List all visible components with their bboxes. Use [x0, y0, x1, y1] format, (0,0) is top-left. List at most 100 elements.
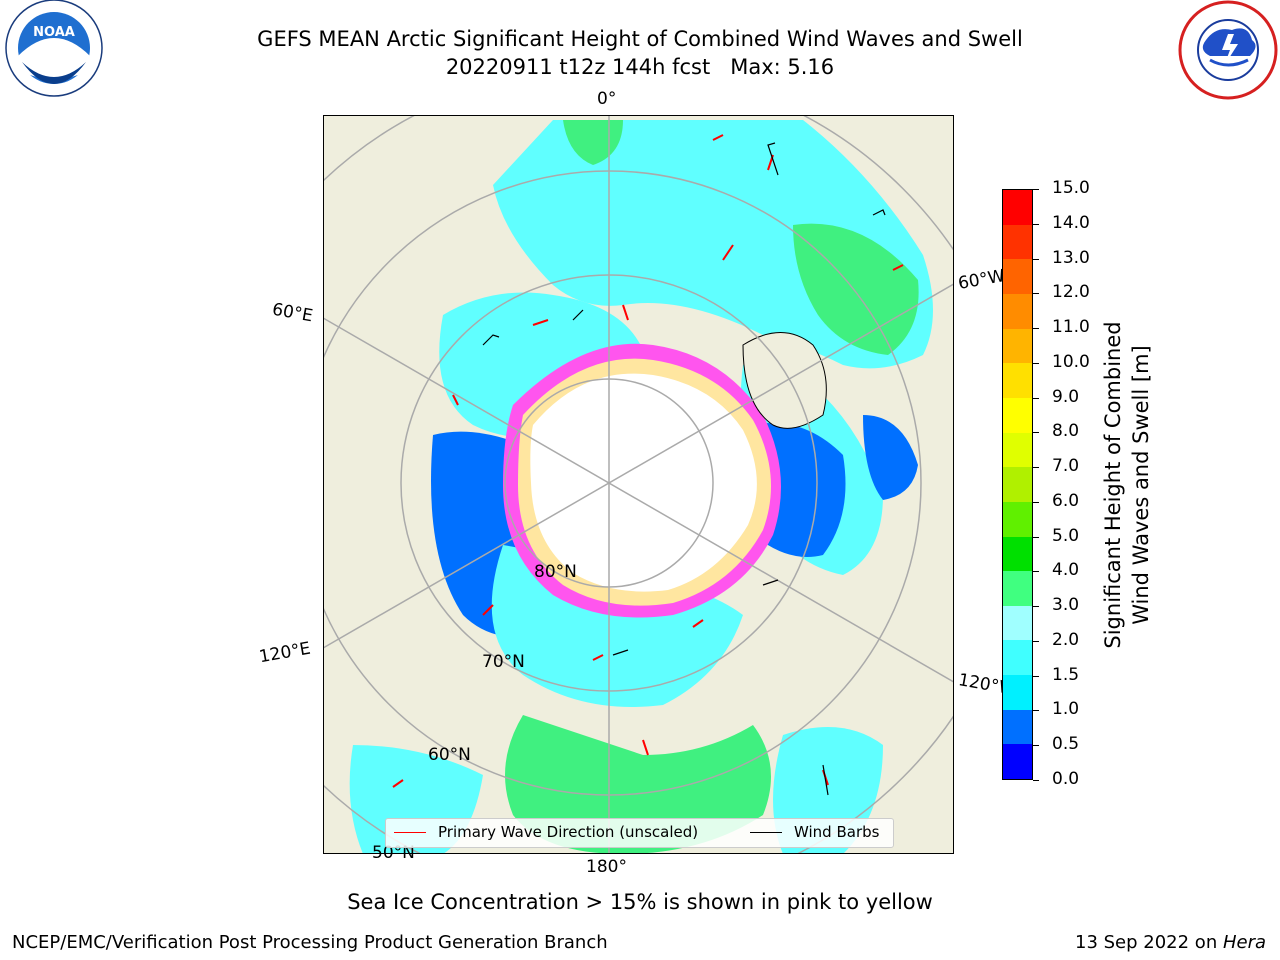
wind-barb: [762, 579, 779, 586]
lon-label-180: 180°: [586, 857, 627, 877]
colorbar-tick-mark: [1033, 571, 1039, 573]
wave-arrow: [392, 779, 404, 788]
footer-branch: NCEP/EMC/Verification Post Processing Pr…: [12, 932, 608, 953]
legend-wave-line: [394, 832, 426, 833]
colorbar-segment: [1003, 432, 1032, 468]
colorbar-tick-mark: [1033, 223, 1039, 225]
wave-arrow: [722, 244, 734, 261]
colorbar-segment: [1003, 605, 1032, 641]
colorbar-segment: [1003, 224, 1032, 260]
colorbar-tick-label: 3.0: [1052, 595, 1080, 616]
wave-arrow: [592, 654, 604, 661]
noaa-logo-text: NOAA: [33, 25, 75, 40]
map-legend: Primary Wave Direction (unscaled) Wind B…: [385, 818, 894, 848]
wave-arrow: [482, 604, 494, 616]
colorbar-label: Significant Height of Combined Wind Wave…: [1099, 275, 1159, 695]
colorbar-tick-mark: [1033, 189, 1039, 190]
colorbar-tick-mark: [1033, 293, 1039, 295]
wave-arrow: [622, 304, 629, 321]
lat-label-60n: 60°N: [428, 745, 471, 765]
footer-date: 13 Sep 2022 on Hera: [1075, 932, 1266, 953]
wind-barb: [572, 309, 584, 321]
colorbar-segment: [1003, 744, 1032, 779]
wave-arrow: [642, 739, 649, 756]
legend-wind-label: Wind Barbs: [794, 823, 880, 841]
nws-logo: [1176, 0, 1280, 104]
colorbar-segment: [1003, 259, 1032, 295]
colorbar-tick-mark: [1033, 432, 1039, 434]
colorbar-tick-mark: [1033, 501, 1039, 503]
colorbar-segment: [1003, 363, 1032, 398]
map-frame: [323, 115, 954, 854]
colorbar-segment: [1003, 536, 1032, 572]
colorbar-tick-label: 6.0: [1052, 490, 1080, 511]
colorbar-tick-mark: [1033, 536, 1039, 538]
colorbar-tick-mark: [1033, 606, 1039, 608]
colorbar-tick-mark: [1033, 675, 1039, 677]
colorbar-segment: [1003, 709, 1032, 745]
colorbar-tick-mark: [1033, 397, 1039, 399]
wind-barb: [822, 764, 829, 796]
colorbar-segment: [1003, 571, 1032, 606]
lon-label-0: 0°: [597, 89, 617, 109]
wave-arrow: [452, 394, 459, 406]
wind-barb: [612, 649, 629, 656]
lon-label-120e: 120°E: [257, 638, 313, 668]
wind-barb: [872, 209, 886, 216]
colorbar-tick-mark: [1033, 745, 1039, 747]
wave-arrow: [692, 619, 704, 628]
lon-label-60e: 60°E: [270, 299, 315, 327]
chart-title: GEFS MEAN Arctic Significant Height of C…: [257, 27, 1023, 51]
footer-date-text: 13 Sep 2022 on: [1075, 932, 1223, 953]
colorbar-segment: [1003, 467, 1032, 502]
lon-label-60w: 60°W: [956, 266, 1007, 294]
arctic-wave-height-map: [323, 115, 954, 854]
colorbar-tick-label: 11.0: [1052, 317, 1090, 338]
colorbar-tick-label: 10.0: [1052, 351, 1090, 372]
colorbar-tick-label: 4.0: [1052, 560, 1080, 581]
hudson-bay-blue: [863, 415, 918, 500]
wind-barbs: [482, 142, 886, 796]
colorbar-tick-mark: [1033, 780, 1039, 781]
colorbar-label-line1: Significant Height of Combined: [1101, 321, 1125, 649]
colorbar-tick-label: 8.0: [1052, 421, 1080, 442]
colorbar-tick-mark: [1033, 258, 1039, 260]
central-arctic-ice: [530, 373, 757, 592]
colorbar-tick-label: 13.0: [1052, 247, 1090, 268]
colorbar-segment: [1003, 190, 1032, 225]
colorbar-tick-mark: [1033, 362, 1039, 364]
colorbar-tick-label: 7.0: [1052, 456, 1080, 477]
colorbar: [1002, 189, 1033, 780]
sea-ice-caption: Sea Ice Concentration > 15% is shown in …: [347, 890, 933, 914]
wave-direction-arrows: [392, 134, 904, 788]
colorbar-segment: [1003, 397, 1032, 433]
colorbar-segment: [1003, 640, 1032, 676]
wave-arrow: [712, 134, 724, 141]
graticule: [323, 115, 954, 854]
colorbar-tick-label: 1.0: [1052, 699, 1080, 720]
colorbar-tick-mark: [1033, 467, 1039, 469]
lat-label-70n: 70°N: [482, 652, 525, 672]
colorbar-segment: [1003, 328, 1032, 364]
colorbar-tick-mark: [1033, 710, 1039, 712]
colorbar-stack: [1003, 190, 1032, 779]
green-waves-top: [563, 120, 623, 165]
colorbar-tick-label: 5.0: [1052, 525, 1080, 546]
colorbar-tick-label: 0.0: [1052, 769, 1080, 789]
wave-arrow: [532, 319, 549, 326]
wind-barb: [767, 142, 779, 176]
colorbar-tick-mark: [1033, 328, 1039, 330]
lat-label-50n: 50°N: [372, 843, 415, 863]
legend-wave-label: Primary Wave Direction (unscaled): [438, 823, 699, 841]
wind-barb: [482, 334, 500, 346]
colorbar-segment: [1003, 675, 1032, 710]
greenland-landmass: [742, 332, 827, 429]
wave-arrow: [892, 264, 904, 271]
colorbar-tick-label: 0.5: [1052, 734, 1080, 755]
noaa-logo: NOAA: [0, 0, 110, 110]
footer-host: Hera: [1222, 932, 1266, 953]
colorbar-tick-label: 9.0: [1052, 386, 1080, 407]
colorbar-tick-label: 1.5: [1052, 664, 1080, 685]
lat-label-80n: 80°N: [534, 562, 577, 582]
colorbar-tick-mark: [1033, 640, 1039, 642]
